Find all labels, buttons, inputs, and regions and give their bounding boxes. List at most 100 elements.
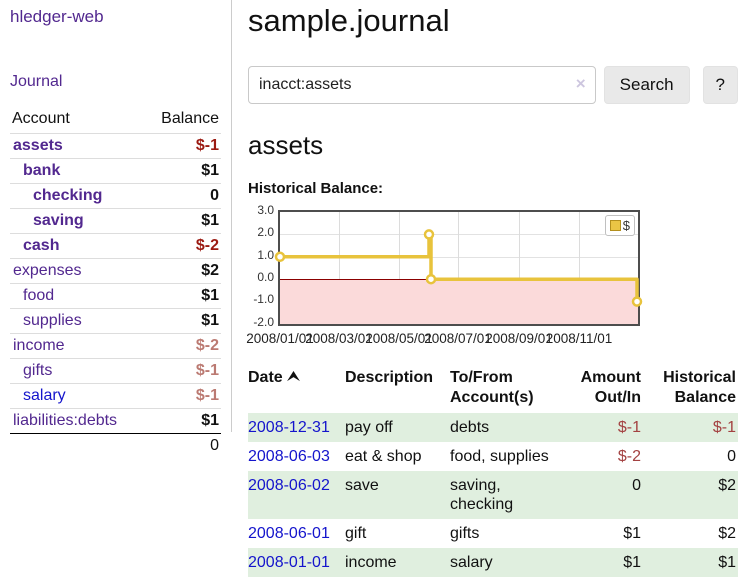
search-button[interactable]: Search (603, 66, 690, 104)
transaction-date-link[interactable]: 2008-12-31 (248, 419, 330, 436)
gridline (458, 212, 459, 324)
register-header-description: Description (345, 369, 434, 386)
account-row-liabilities-debts: liabilities:debts $1 (10, 408, 221, 434)
account-row-salary: salary $-1 (10, 383, 221, 409)
page-title: sample.journal (248, 3, 450, 38)
transaction-balance: $2 (643, 471, 738, 519)
transaction-description: gift (345, 525, 367, 542)
transaction-amount: $1 (565, 548, 643, 577)
transaction-balance: $1 (643, 548, 738, 577)
account-row-saving: saving $1 (10, 208, 221, 234)
x-tick: 2008/01/01 (246, 331, 314, 346)
help-button[interactable]: ? (702, 66, 738, 104)
app-title-link[interactable]: hledger-web (10, 7, 104, 26)
accounts-total-row: 0 (10, 433, 221, 458)
account-row-checking: checking 0 (10, 183, 221, 209)
search-form: × Search ? (248, 66, 738, 104)
data-point-marker (423, 229, 435, 240)
account-link-gifts[interactable]: gifts (23, 362, 53, 379)
account-balance: 0 (143, 183, 221, 209)
data-point-marker (425, 273, 437, 285)
chart-plot-area: $ (274, 210, 643, 326)
register-header-balance: Historical Balance (663, 369, 736, 406)
account-row-food: food $1 (10, 283, 221, 309)
register-row: 2008-01-01 income salary $1 $1 (248, 548, 738, 577)
transaction-description: pay off (345, 413, 450, 442)
sidebar: hledger-web Journal Account Balance asse… (0, 0, 232, 458)
y-tick: 0.0 (257, 270, 274, 284)
gridline (339, 212, 340, 324)
register-header-accounts: To/From Account(s) (450, 369, 534, 406)
data-point-marker (274, 251, 286, 263)
account-row-gifts: gifts $-1 (10, 358, 221, 384)
account-link-cash[interactable]: cash (23, 237, 60, 254)
transaction-description: save (345, 471, 450, 519)
register-row: 2008-12-31 pay off debts $-1 $-1 (248, 413, 738, 442)
account-balance: $2 (143, 258, 221, 284)
transaction-description: income (345, 548, 450, 577)
search-input[interactable] (248, 66, 596, 104)
account-link-salary[interactable]: salary (23, 387, 66, 404)
account-balance: $-1 (143, 383, 221, 409)
transaction-date-link[interactable]: 2008-06-01 (248, 525, 330, 542)
clear-search-icon[interactable]: × (575, 74, 586, 93)
transaction-description: eat & shop (345, 448, 422, 465)
register-row: 2008-06-01 gift gifts $1 $2 (248, 519, 738, 548)
transaction-date-link[interactable]: 2008-06-02 (248, 477, 330, 494)
negative-region (280, 279, 638, 324)
account-row-assets: assets $-1 (10, 133, 221, 159)
account-balance: $-1 (143, 358, 221, 384)
transaction-accounts: debts (450, 413, 565, 442)
y-tick: 1.0 (257, 248, 274, 262)
account-balance: $-2 (143, 333, 221, 359)
transaction-accounts: salary (450, 548, 565, 577)
balance-line (274, 229, 643, 307)
accounts-table: Account Balance assets $-1 bank $1 check… (10, 108, 221, 458)
y-tick: 3.0 (257, 203, 274, 217)
app-title: hledger-web (10, 7, 221, 27)
account-row-supplies: supplies $1 (10, 308, 221, 334)
transaction-amount: 0 (565, 471, 643, 519)
data-point-marker (631, 296, 643, 307)
transaction-date-link[interactable]: 2008-01-01 (248, 554, 330, 571)
accounts-total-value: 0 (143, 433, 221, 458)
account-link-saving[interactable]: saving (33, 212, 84, 229)
transaction-accounts: food, supplies (450, 448, 549, 465)
account-link-bank[interactable]: bank (23, 162, 61, 179)
register-row: 2008-06-03 eat & shop food, supplies $-2… (248, 442, 738, 471)
account-link-assets[interactable]: assets (13, 137, 63, 154)
account-link-supplies[interactable]: supplies (23, 312, 82, 329)
transaction-date-link[interactable]: 2008-06-03 (248, 448, 330, 465)
account-balance: $-1 (143, 133, 221, 159)
transaction-accounts: gifts (450, 525, 480, 542)
x-tick: 2008/09/01 (485, 331, 553, 346)
register-header-amount: Amount Out/In (580, 369, 641, 406)
account-link-checking[interactable]: checking (33, 187, 103, 204)
nav-journal-link[interactable]: Journal (10, 73, 63, 90)
x-tick: 2008/11/01 (545, 331, 613, 346)
account-link-liabilities-debts[interactable]: liabilities:debts (13, 412, 118, 429)
gridline (280, 234, 638, 235)
register-row: 2008-06-02 save saving, checking 0 $2 (248, 471, 738, 519)
transaction-balance: 0 (727, 448, 736, 465)
historical-balance-chart: 3.0 2.0 1.0 0.0 -1.0 -2.0 (246, 203, 738, 349)
account-heading: assets (248, 130, 324, 160)
account-link-income[interactable]: income (13, 337, 65, 354)
main-content: sample.journal × Search ? assets Histori… (246, 0, 738, 577)
y-tick: -2.0 (253, 315, 274, 329)
register-header-date[interactable]: Date (248, 365, 345, 413)
account-row-bank: bank $1 (10, 158, 221, 184)
transaction-amount: $1 (623, 525, 641, 542)
account-link-expenses[interactable]: expenses (13, 262, 82, 279)
gridline (399, 212, 400, 324)
register-table: Date Description To/From Account(s) Amou… (248, 365, 738, 577)
transaction-balance: $-1 (643, 413, 738, 442)
chart-title: Historical Balance: (248, 180, 384, 197)
account-link-food[interactable]: food (23, 287, 55, 304)
account-balance: $-2 (143, 233, 221, 259)
accounts-header-balance: Balance (161, 110, 219, 127)
account-row-income: income $-2 (10, 333, 221, 359)
nav-journal: Journal (10, 73, 221, 91)
register-header-date-label: Date (248, 369, 283, 386)
